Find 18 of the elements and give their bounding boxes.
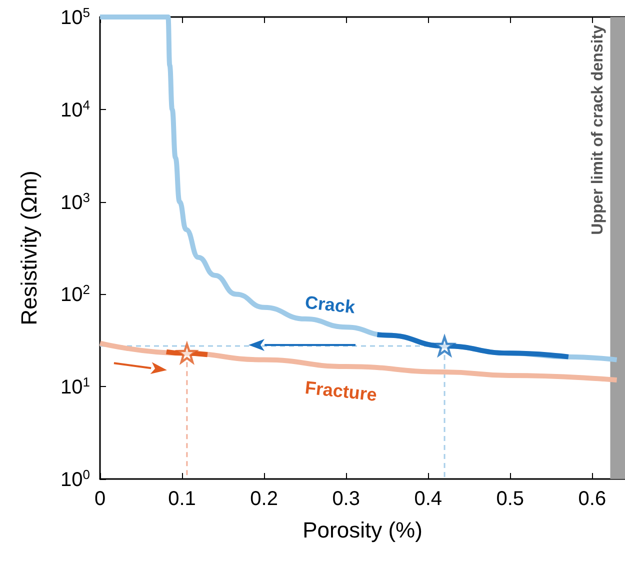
text: Crack xyxy=(304,292,357,318)
x-tick-label: 0.1 xyxy=(168,488,196,510)
x-tick-label: 0 xyxy=(94,488,106,510)
x-axis-title: Porosity (%) xyxy=(302,518,422,542)
text: Fracture xyxy=(304,378,378,405)
y-tick-label: 10$^{5}$ xyxy=(60,4,90,29)
y-tick-label: 10$^{4}$ xyxy=(60,96,90,122)
y-tick-label: 10$^{1}$ xyxy=(60,374,90,399)
x-tick-label: 0.2 xyxy=(250,488,278,510)
x-tick-label: 0.6 xyxy=(578,488,606,510)
y-tick-label: 10$^{0}$ xyxy=(60,466,90,491)
y-tick-label: 10$^{3}$ xyxy=(60,189,90,214)
x-tick-label: 0.5 xyxy=(496,488,524,510)
y-tick-label: 10$^{2}$ xyxy=(60,282,90,306)
band-label: Upper limit of crack density xyxy=(590,24,607,235)
y-axis-title: Resistivity (Ωm) xyxy=(16,170,42,326)
x-tick-label: 0.4 xyxy=(414,488,442,510)
x-tick-label: 0.3 xyxy=(332,488,360,510)
